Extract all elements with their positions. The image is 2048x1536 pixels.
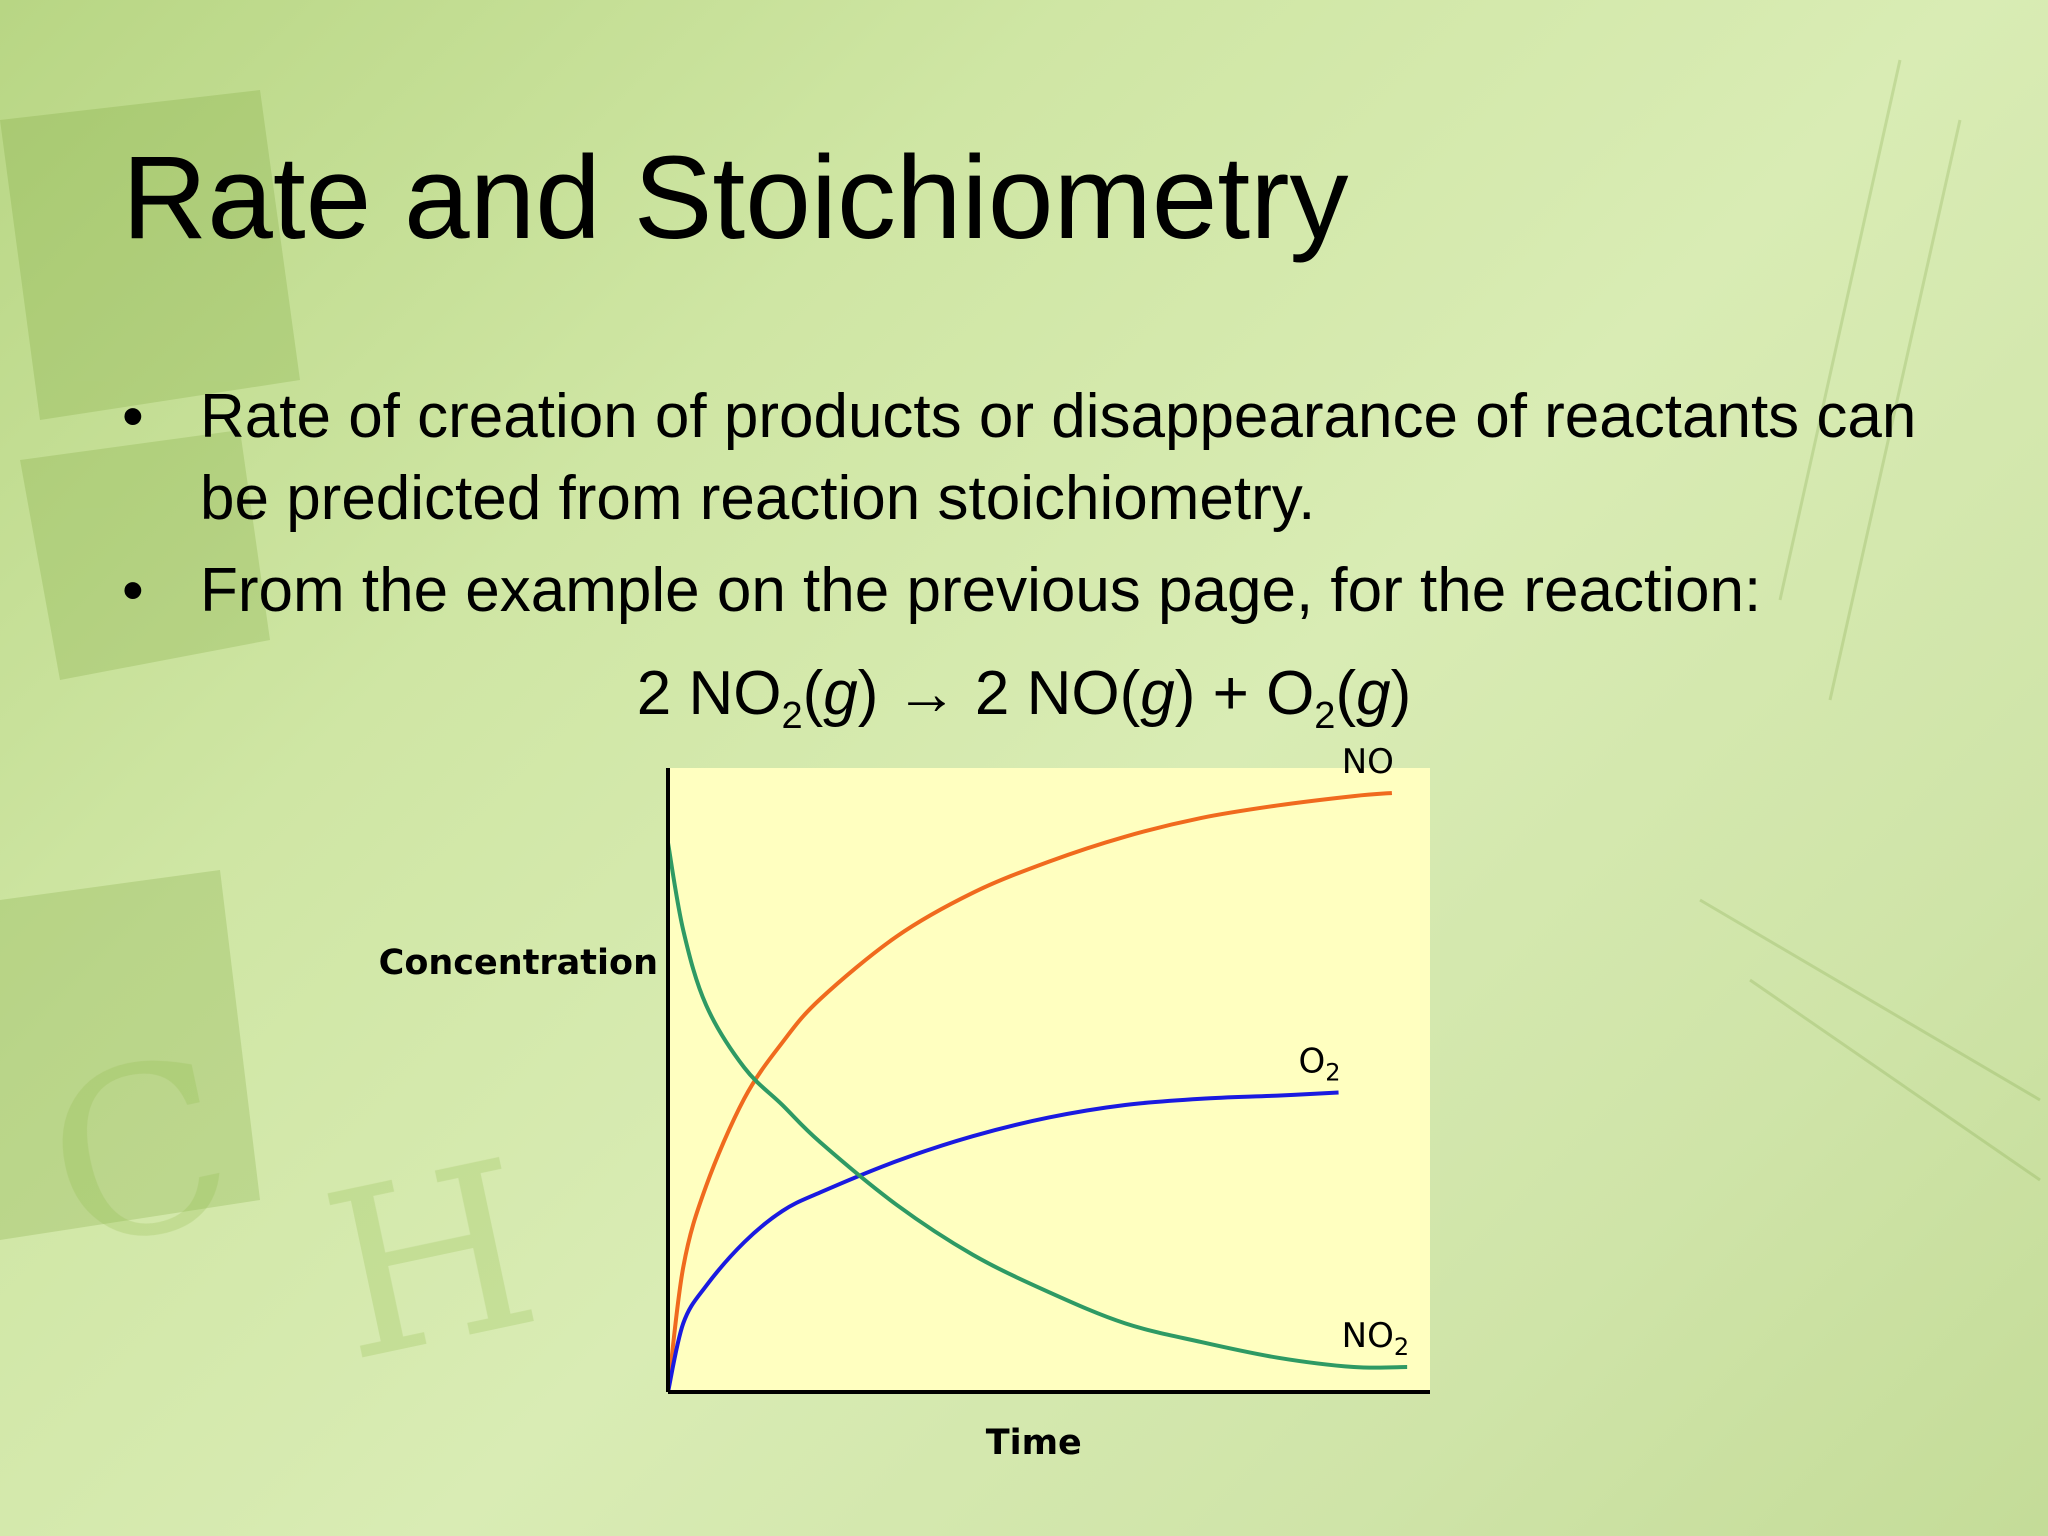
series-label-o2: O2: [1299, 1041, 1341, 1086]
eq-arrow: →: [895, 659, 958, 728]
series-layer: [666, 790, 1408, 1393]
eq-product1: 2 NO: [974, 659, 1120, 728]
series-label-layer: NO O2 NO2: [1299, 742, 1410, 1361]
reaction-equation: 2 NO2(g) → 2 NO(g) + O2(g): [636, 659, 1412, 737]
bullet-item: • Rate of creation of products or disapp…: [122, 376, 2002, 540]
eq-product2-subscript: 2: [1314, 695, 1336, 737]
y-axis-label: Concentration: [379, 943, 658, 983]
eq-product1-phase: g: [1140, 659, 1175, 728]
bullet-list: • Rate of creation of products or disapp…: [122, 376, 2002, 642]
bullet-text: From the example on the previous page, f…: [200, 556, 1762, 625]
series-label-no: NO: [1342, 742, 1394, 782]
eq-plus: +: [1212, 659, 1249, 728]
series-line-no: [666, 790, 1393, 1393]
x-axis-label: Time: [986, 1423, 1082, 1463]
plot-area: [668, 768, 1430, 1392]
slide-title: Rate and Stoichiometry: [122, 132, 1349, 264]
series-label-no2: NO2: [1342, 1316, 1409, 1361]
eq-reactant: 2 NO: [636, 659, 782, 728]
bullet-item: • From the example on the previous page,…: [122, 550, 2002, 632]
eq-product2: O: [1266, 659, 1315, 728]
series-line-no2: [666, 842, 1408, 1370]
bullet-dot: •: [122, 382, 144, 451]
bullet-dot: •: [122, 556, 144, 625]
series-line-o2: [666, 1090, 1339, 1393]
eq-reactant-subscript: 2: [781, 695, 803, 737]
eq-reactant-phase: g: [823, 659, 858, 728]
eq-product2-phase: g: [1356, 659, 1391, 728]
bullet-text: Rate of creation of products or disappea…: [200, 382, 1917, 533]
